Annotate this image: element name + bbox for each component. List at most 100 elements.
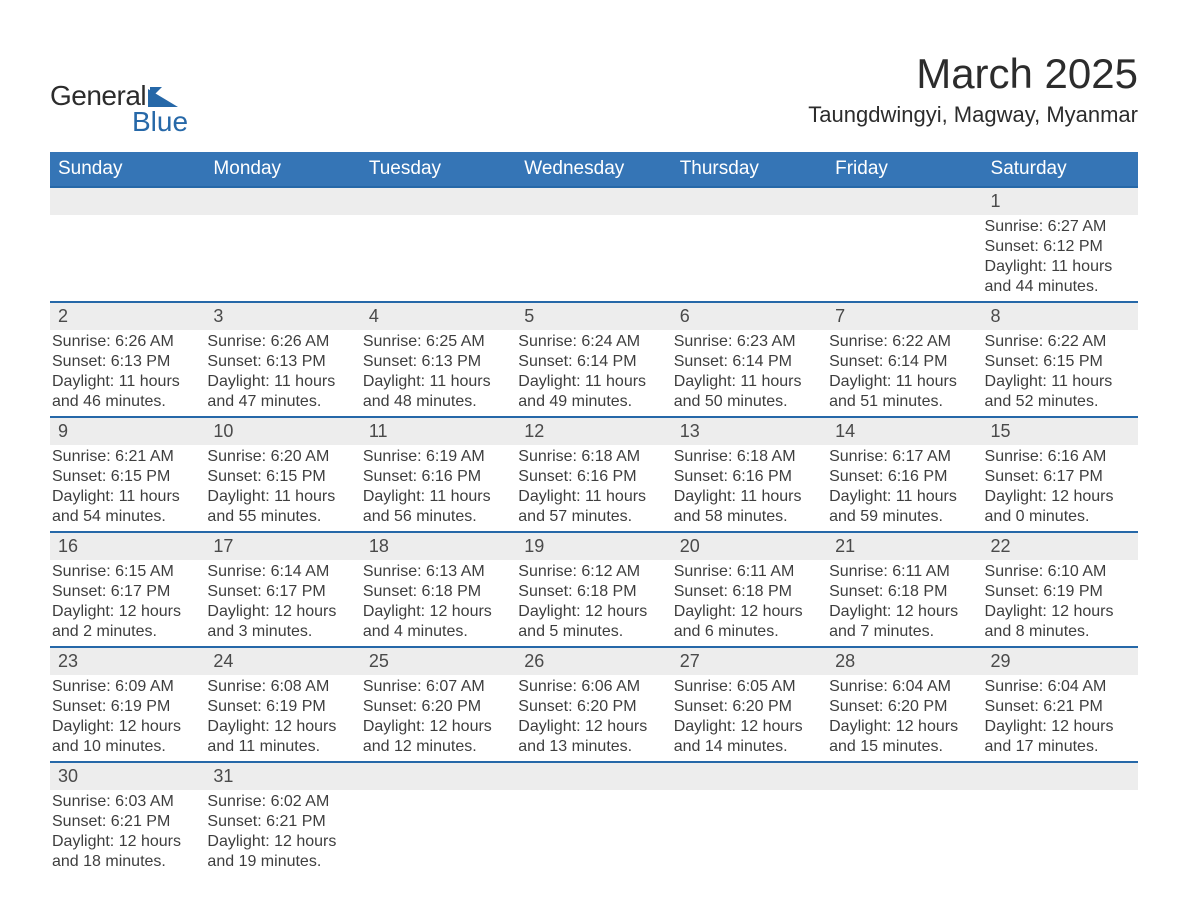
calendar-table: Sunday Monday Tuesday Wednesday Thursday… — [50, 152, 1138, 876]
daylight-line: Daylight: 12 hours and 3 minutes. — [207, 602, 358, 642]
sunset-line: Sunset: 6:15 PM — [52, 467, 203, 487]
calendar-week-row: 9Sunrise: 6:21 AMSunset: 6:15 PMDaylight… — [50, 417, 1138, 532]
day-header: Thursday — [672, 152, 827, 187]
daylight-line: Daylight: 12 hours and 15 minutes. — [829, 717, 980, 757]
daylight-line: Daylight: 11 hours and 55 minutes. — [207, 487, 358, 527]
day-number: 10 — [205, 418, 360, 445]
calendar-day-cell: 26Sunrise: 6:06 AMSunset: 6:20 PMDayligh… — [516, 647, 671, 762]
day-number-empty — [516, 188, 671, 215]
day-details-empty — [827, 790, 982, 816]
day-details-empty — [361, 790, 516, 816]
sunrise-line: Sunrise: 6:17 AM — [829, 447, 980, 467]
daylight-line: Daylight: 12 hours and 10 minutes. — [52, 717, 203, 757]
sunset-line: Sunset: 6:18 PM — [363, 582, 514, 602]
calendar-day-cell: 28Sunrise: 6:04 AMSunset: 6:20 PMDayligh… — [827, 647, 982, 762]
calendar-day-cell: 20Sunrise: 6:11 AMSunset: 6:18 PMDayligh… — [672, 532, 827, 647]
sunset-line: Sunset: 6:16 PM — [674, 467, 825, 487]
day-number-empty — [205, 188, 360, 215]
day-details: Sunrise: 6:26 AMSunset: 6:13 PMDaylight:… — [205, 330, 360, 416]
sunrise-line: Sunrise: 6:02 AM — [207, 792, 358, 812]
day-details: Sunrise: 6:04 AMSunset: 6:20 PMDaylight:… — [827, 675, 982, 761]
day-details: Sunrise: 6:12 AMSunset: 6:18 PMDaylight:… — [516, 560, 671, 646]
sunset-line: Sunset: 6:14 PM — [829, 352, 980, 372]
calendar-day-cell: 17Sunrise: 6:14 AMSunset: 6:17 PMDayligh… — [205, 532, 360, 647]
sunset-line: Sunset: 6:16 PM — [518, 467, 669, 487]
daylight-line: Daylight: 11 hours and 54 minutes. — [52, 487, 203, 527]
sunset-line: Sunset: 6:16 PM — [363, 467, 514, 487]
day-number: 12 — [516, 418, 671, 445]
day-details: Sunrise: 6:27 AMSunset: 6:12 PMDaylight:… — [983, 215, 1138, 301]
day-number: 7 — [827, 303, 982, 330]
day-number: 9 — [50, 418, 205, 445]
day-number: 21 — [827, 533, 982, 560]
sunset-line: Sunset: 6:18 PM — [674, 582, 825, 602]
daylight-line: Daylight: 12 hours and 13 minutes. — [518, 717, 669, 757]
sunset-line: Sunset: 6:20 PM — [518, 697, 669, 717]
calendar-day-cell: 3Sunrise: 6:26 AMSunset: 6:13 PMDaylight… — [205, 302, 360, 417]
day-details-empty — [205, 215, 360, 241]
day-number: 14 — [827, 418, 982, 445]
daylight-line: Daylight: 11 hours and 52 minutes. — [985, 372, 1136, 412]
sunset-line: Sunset: 6:13 PM — [363, 352, 514, 372]
calendar-day-cell: 22Sunrise: 6:10 AMSunset: 6:19 PMDayligh… — [983, 532, 1138, 647]
daylight-line: Daylight: 12 hours and 7 minutes. — [829, 602, 980, 642]
calendar-day-cell: 7Sunrise: 6:22 AMSunset: 6:14 PMDaylight… — [827, 302, 982, 417]
sunset-line: Sunset: 6:18 PM — [829, 582, 980, 602]
day-number: 22 — [983, 533, 1138, 560]
calendar-week-row: 16Sunrise: 6:15 AMSunset: 6:17 PMDayligh… — [50, 532, 1138, 647]
day-details: Sunrise: 6:16 AMSunset: 6:17 PMDaylight:… — [983, 445, 1138, 531]
calendar-day-cell: 8Sunrise: 6:22 AMSunset: 6:15 PMDaylight… — [983, 302, 1138, 417]
day-details-empty — [983, 790, 1138, 816]
day-number: 26 — [516, 648, 671, 675]
sunset-line: Sunset: 6:17 PM — [207, 582, 358, 602]
daylight-line: Daylight: 11 hours and 48 minutes. — [363, 372, 514, 412]
sunset-line: Sunset: 6:20 PM — [363, 697, 514, 717]
day-header: Friday — [827, 152, 982, 187]
calendar-day-cell — [205, 187, 360, 302]
day-details: Sunrise: 6:18 AMSunset: 6:16 PMDaylight:… — [672, 445, 827, 531]
sunrise-line: Sunrise: 6:08 AM — [207, 677, 358, 697]
calendar-week-row: 23Sunrise: 6:09 AMSunset: 6:19 PMDayligh… — [50, 647, 1138, 762]
calendar-day-cell: 4Sunrise: 6:25 AMSunset: 6:13 PMDaylight… — [361, 302, 516, 417]
day-number: 29 — [983, 648, 1138, 675]
day-number: 3 — [205, 303, 360, 330]
sunrise-line: Sunrise: 6:22 AM — [829, 332, 980, 352]
day-header: Tuesday — [361, 152, 516, 187]
calendar-week-row: 1Sunrise: 6:27 AMSunset: 6:12 PMDaylight… — [50, 187, 1138, 302]
sunset-line: Sunset: 6:17 PM — [52, 582, 203, 602]
day-number: 31 — [205, 763, 360, 790]
sunrise-line: Sunrise: 6:03 AM — [52, 792, 203, 812]
title-block: March 2025 Taungdwingyi, Magway, Myanmar — [808, 50, 1138, 128]
day-details: Sunrise: 6:19 AMSunset: 6:16 PMDaylight:… — [361, 445, 516, 531]
calendar-day-cell: 15Sunrise: 6:16 AMSunset: 6:17 PMDayligh… — [983, 417, 1138, 532]
daylight-line: Daylight: 12 hours and 12 minutes. — [363, 717, 514, 757]
daylight-line: Daylight: 11 hours and 56 minutes. — [363, 487, 514, 527]
day-number: 2 — [50, 303, 205, 330]
day-number: 15 — [983, 418, 1138, 445]
day-number: 6 — [672, 303, 827, 330]
daylight-line: Daylight: 12 hours and 14 minutes. — [674, 717, 825, 757]
sunset-line: Sunset: 6:13 PM — [52, 352, 203, 372]
daylight-line: Daylight: 12 hours and 2 minutes. — [52, 602, 203, 642]
calendar-day-cell: 9Sunrise: 6:21 AMSunset: 6:15 PMDaylight… — [50, 417, 205, 532]
day-details: Sunrise: 6:20 AMSunset: 6:15 PMDaylight:… — [205, 445, 360, 531]
day-details: Sunrise: 6:13 AMSunset: 6:18 PMDaylight:… — [361, 560, 516, 646]
day-header: Sunday — [50, 152, 205, 187]
daylight-line: Daylight: 11 hours and 51 minutes. — [829, 372, 980, 412]
day-number: 25 — [361, 648, 516, 675]
day-number-empty — [361, 763, 516, 790]
day-details: Sunrise: 6:02 AMSunset: 6:21 PMDaylight:… — [205, 790, 360, 876]
day-details-empty — [361, 215, 516, 241]
calendar-day-cell: 30Sunrise: 6:03 AMSunset: 6:21 PMDayligh… — [50, 762, 205, 876]
sunset-line: Sunset: 6:13 PM — [207, 352, 358, 372]
day-number: 30 — [50, 763, 205, 790]
sunrise-line: Sunrise: 6:23 AM — [674, 332, 825, 352]
sunrise-line: Sunrise: 6:24 AM — [518, 332, 669, 352]
day-number: 18 — [361, 533, 516, 560]
calendar-day-cell: 27Sunrise: 6:05 AMSunset: 6:20 PMDayligh… — [672, 647, 827, 762]
calendar-day-cell: 29Sunrise: 6:04 AMSunset: 6:21 PMDayligh… — [983, 647, 1138, 762]
daylight-line: Daylight: 12 hours and 6 minutes. — [674, 602, 825, 642]
calendar-day-cell: 21Sunrise: 6:11 AMSunset: 6:18 PMDayligh… — [827, 532, 982, 647]
calendar-day-cell: 11Sunrise: 6:19 AMSunset: 6:16 PMDayligh… — [361, 417, 516, 532]
daylight-line: Daylight: 12 hours and 18 minutes. — [52, 832, 203, 872]
